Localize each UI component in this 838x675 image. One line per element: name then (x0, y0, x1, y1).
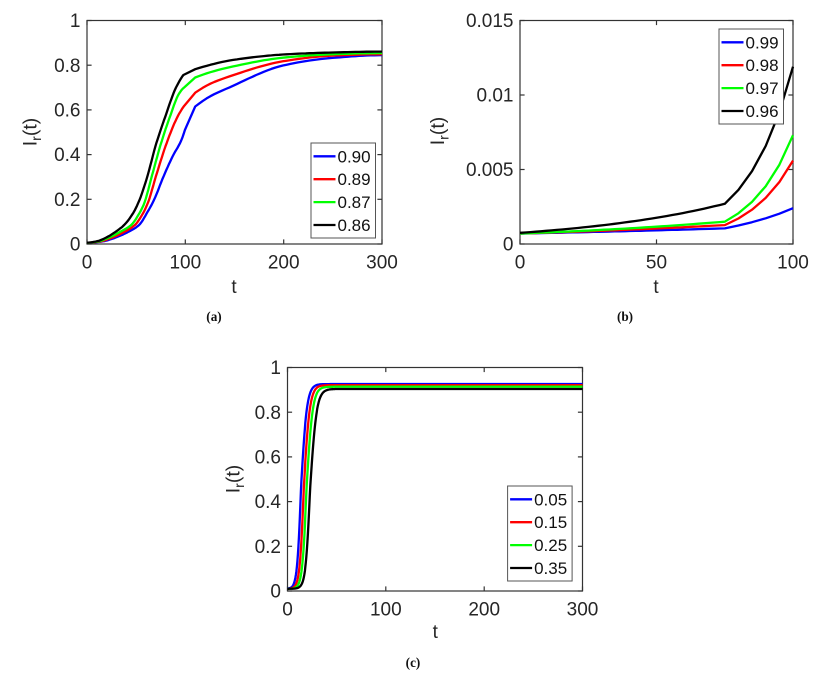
svg-text:0.2: 0.2 (255, 537, 281, 558)
svg-text:50: 50 (646, 253, 667, 274)
svg-text:100: 100 (169, 253, 201, 274)
svg-text:0.01: 0.01 (477, 86, 514, 107)
svg-text:0.4: 0.4 (255, 492, 282, 513)
svg-text:0.97: 0.97 (746, 79, 779, 98)
svg-text:0.89: 0.89 (338, 170, 371, 189)
svg-text:0: 0 (82, 253, 93, 274)
svg-text:0: 0 (282, 600, 293, 621)
svg-text:0.99: 0.99 (746, 33, 779, 52)
svg-text:0.2: 0.2 (54, 190, 80, 211)
svg-text:200: 200 (468, 600, 500, 621)
svg-text:0.8: 0.8 (255, 403, 281, 424)
svg-text:100: 100 (370, 600, 402, 621)
svg-text:0.8: 0.8 (54, 56, 80, 77)
svg-text:0.90: 0.90 (338, 147, 371, 166)
svg-text:(a): (a) (206, 309, 221, 324)
svg-text:0.15: 0.15 (534, 513, 567, 532)
svg-text:0: 0 (70, 235, 81, 256)
svg-text:0.96: 0.96 (746, 102, 779, 121)
svg-text:Ir(t): Ir(t) (427, 117, 452, 146)
svg-text:0.05: 0.05 (534, 490, 567, 509)
svg-text:0.015: 0.015 (466, 11, 514, 32)
svg-text:1: 1 (270, 358, 281, 379)
svg-text:(c): (c) (406, 655, 421, 670)
svg-text:(b): (b) (617, 309, 633, 324)
svg-text:0.25: 0.25 (534, 536, 567, 555)
svg-text:0.87: 0.87 (338, 193, 371, 212)
svg-text:0.86: 0.86 (338, 216, 371, 235)
svg-text:0.6: 0.6 (255, 448, 281, 469)
svg-text:Ir(t): Ir(t) (223, 465, 248, 494)
svg-text:200: 200 (268, 253, 300, 274)
svg-text:0.005: 0.005 (466, 160, 514, 181)
svg-text:1: 1 (70, 11, 81, 32)
svg-text:300: 300 (366, 253, 398, 274)
svg-text:100: 100 (777, 253, 809, 274)
svg-text:Ir(t): Ir(t) (20, 118, 45, 147)
svg-text:0: 0 (270, 582, 281, 603)
svg-text:0.4: 0.4 (54, 145, 81, 166)
svg-text:0: 0 (515, 253, 526, 274)
svg-text:0.35: 0.35 (534, 559, 567, 578)
svg-text:0.98: 0.98 (746, 56, 779, 75)
svg-text:300: 300 (567, 600, 599, 621)
svg-text:0: 0 (503, 235, 514, 256)
svg-text:0.6: 0.6 (54, 101, 80, 122)
svg-text:t: t (653, 277, 659, 298)
svg-text:t: t (433, 622, 439, 643)
svg-text:t: t (231, 277, 237, 298)
